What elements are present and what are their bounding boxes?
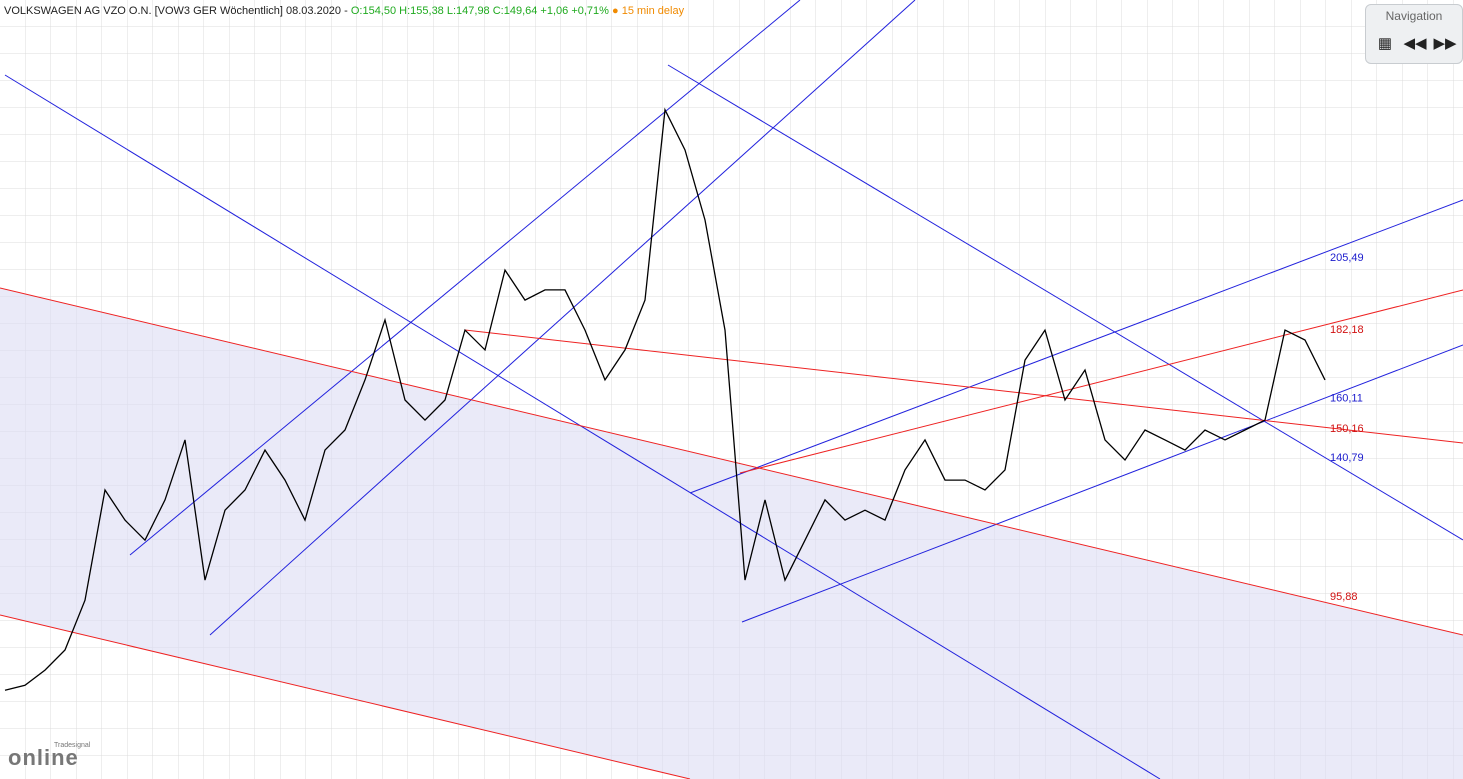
header: VOLKSWAGEN AG VZO O.N. [VOW3 GER Wöchent… — [4, 5, 684, 17]
logo: Tradesignal online — [8, 742, 90, 771]
price-line — [4, 107, 1326, 691]
level-label: 205,49 — [1330, 252, 1364, 264]
level-label: 95,88 — [1330, 591, 1358, 603]
red-trendlines — [0, 287, 1463, 779]
quote: O:154,50 H:155,38 L:147,98 C:149,64 +1,0… — [350, 5, 609, 17]
logo-name: online — [8, 745, 79, 770]
level-label: 150,16 — [1330, 423, 1364, 435]
instrument: VOLKSWAGEN AG VZO O.N. [VOW3 GER Wöchent… — [4, 5, 348, 17]
blue-trendlines — [4, 0, 1463, 779]
level-label: 160,11 — [1330, 392, 1363, 404]
forward-button[interactable]: ▶▶ — [1433, 35, 1457, 52]
delay: ● 15 min delay — [612, 5, 685, 17]
level-label: 182,18 — [1330, 324, 1364, 336]
logo-brand: Tradesignal — [54, 742, 91, 749]
grid-button[interactable]: ▦ — [1377, 35, 1393, 52]
navigation-panel: Navigation ▦ ◀◀ ▶▶ — [1365, 4, 1463, 64]
navigation-title: Navigation — [1385, 9, 1443, 23]
back-button[interactable]: ◀◀ — [1403, 35, 1427, 52]
level-label: 140,79 — [1330, 452, 1364, 464]
channel-shade — [0, 288, 1463, 779]
